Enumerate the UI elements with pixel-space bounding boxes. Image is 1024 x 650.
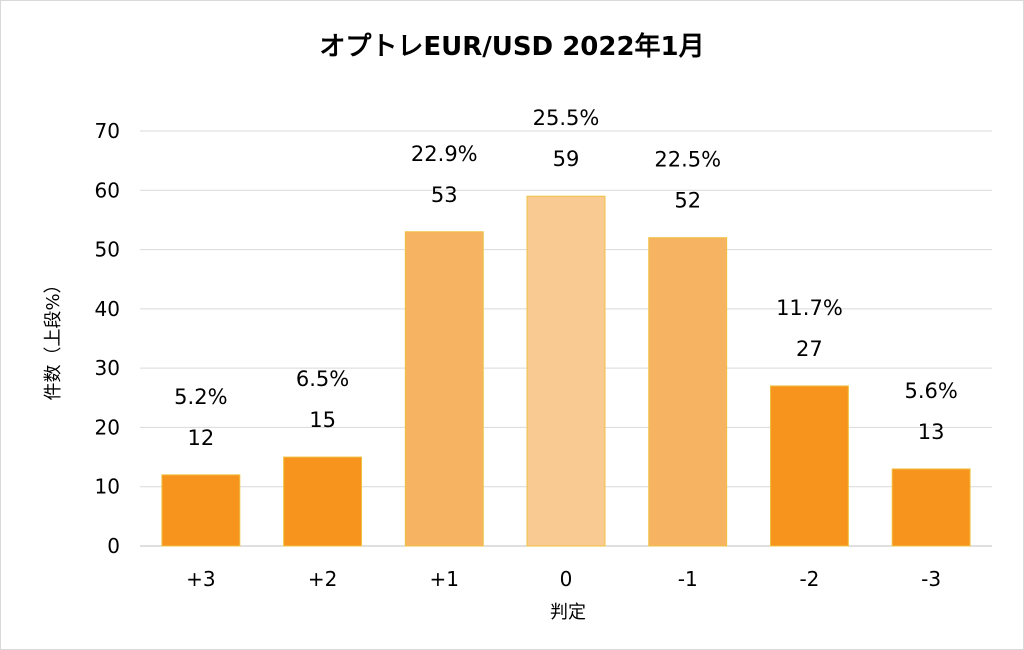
bar-value-label: 15 — [309, 408, 336, 432]
x-tick-label: 0 — [560, 567, 573, 591]
x-axis-label: 判定 — [550, 602, 586, 623]
bar-percent-label: 22.9% — [411, 142, 478, 166]
bar — [891, 468, 971, 547]
bar-percent-label: 6.5% — [296, 367, 349, 391]
y-tick-label: 50 — [95, 238, 120, 262]
y-tick-label: 30 — [95, 356, 120, 380]
y-tick-label: 0 — [107, 534, 120, 558]
y-tick-label: 70 — [95, 119, 120, 143]
bar-value-label: 59 — [553, 147, 580, 171]
bar-percent-label: 5.6% — [904, 379, 957, 403]
chart-title: オプトレEUR/USD 2022年1月 — [319, 32, 705, 62]
x-tick-label: -2 — [799, 567, 819, 591]
bar-value-label: 27 — [796, 337, 823, 361]
bar-value-label: 13 — [918, 420, 945, 444]
x-tick-label: -3 — [921, 567, 941, 591]
bar-value-label: 12 — [187, 426, 214, 450]
y-tick-label: 60 — [95, 178, 120, 202]
bar — [161, 474, 241, 547]
bar-percent-label: 11.7% — [776, 296, 843, 320]
x-tick-label: +1 — [430, 567, 459, 591]
bar — [404, 231, 484, 547]
bar-percent-label: 25.5% — [533, 106, 600, 130]
y-tick-label: 10 — [95, 475, 120, 499]
bar-percent-label: 5.2% — [174, 385, 227, 409]
bar-value-label: 53 — [431, 183, 458, 207]
bar — [648, 237, 728, 547]
y-tick-label: 20 — [95, 415, 120, 439]
bar — [769, 385, 849, 547]
bar-percent-label: 22.5% — [654, 148, 721, 172]
bar — [526, 195, 606, 547]
bar-value-label: 52 — [674, 189, 701, 213]
bar — [283, 456, 363, 547]
x-tick-label: +3 — [186, 567, 215, 591]
x-tick-label: +2 — [308, 567, 337, 591]
x-tick-label: -1 — [678, 567, 698, 591]
y-tick-label: 40 — [95, 297, 120, 321]
